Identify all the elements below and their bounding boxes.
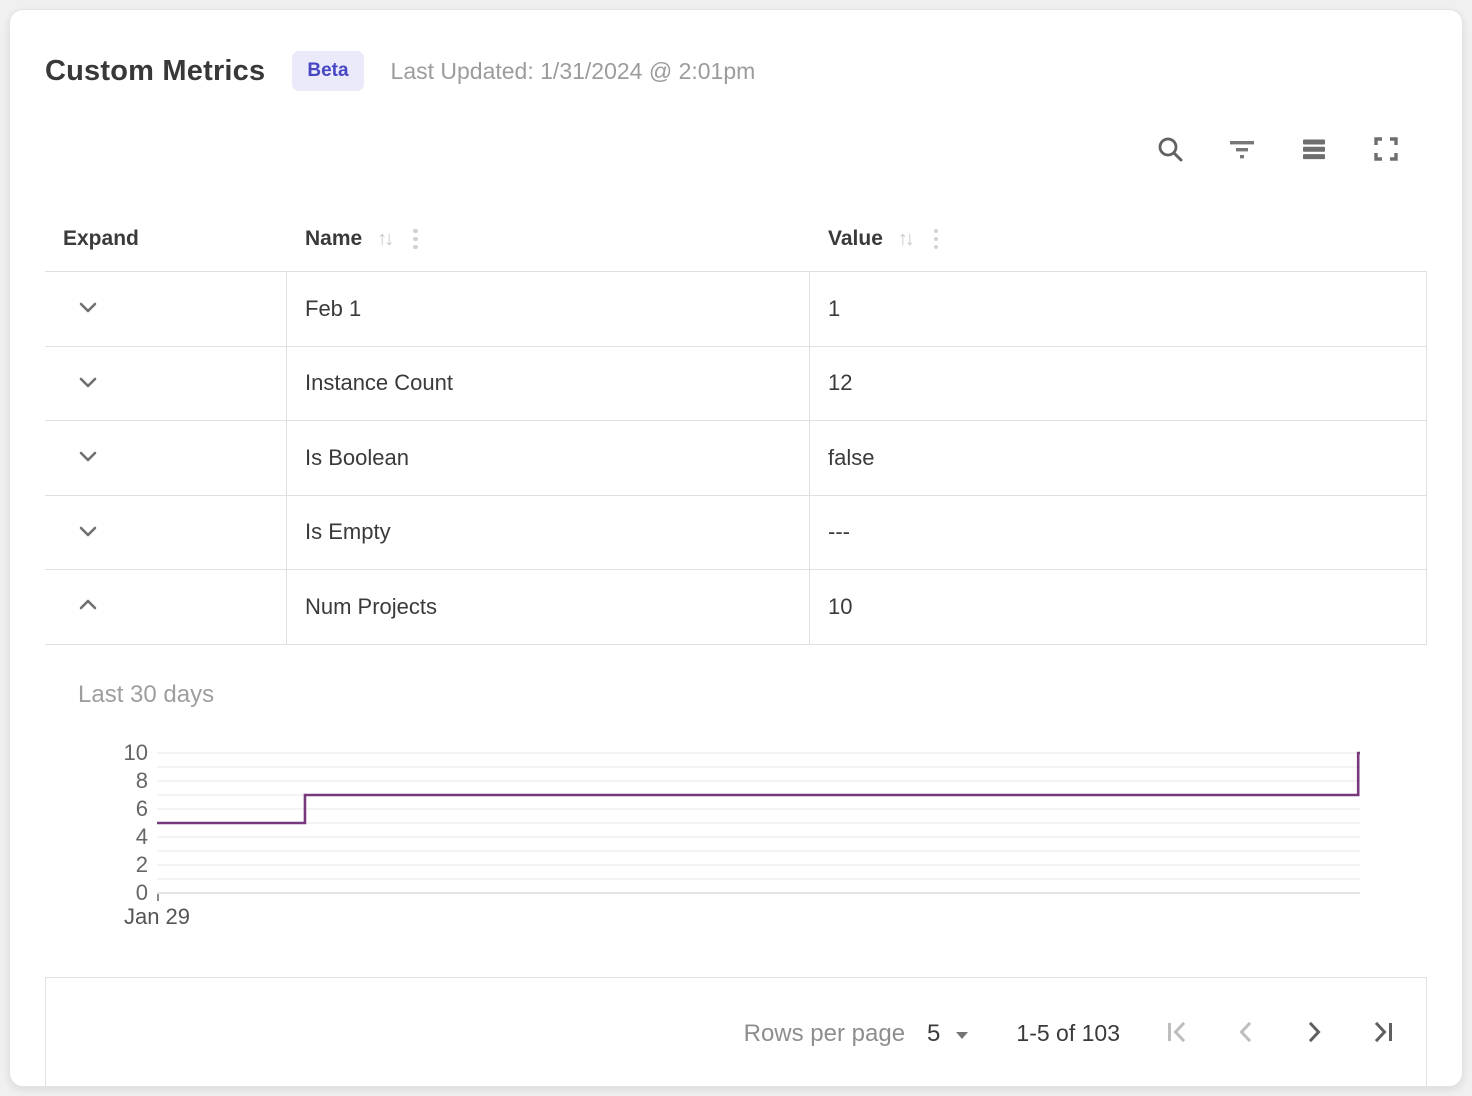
pagination-footer: Rows per page 5 1-5 of 103	[45, 976, 1427, 1086]
search-icon	[1155, 134, 1185, 164]
density-icon	[1299, 134, 1329, 164]
density-button[interactable]	[1299, 134, 1329, 164]
expand-cell	[45, 570, 287, 644]
last-page-button[interactable]	[1368, 1020, 1396, 1048]
chevron-down-icon	[74, 442, 102, 473]
column-label: Expand	[63, 227, 139, 250]
y-tick-label: 10	[123, 739, 148, 765]
fullscreen-icon	[1371, 134, 1401, 164]
x-axis-tick	[157, 893, 159, 901]
expand-cell	[45, 346, 287, 420]
expand-toggle-button[interactable]	[74, 444, 102, 472]
x-axis-label: Jan 29	[123, 903, 191, 929]
expand-toggle-button[interactable]	[74, 518, 102, 546]
next-page-icon	[1300, 1018, 1328, 1049]
value-cell: 1	[810, 272, 1427, 346]
chevron-up-icon	[74, 591, 102, 622]
grid-toolbar	[45, 130, 1427, 168]
sort-icon[interactable]: ↑↓	[377, 227, 394, 250]
value-cell: 12	[810, 346, 1427, 420]
table-row: Is Boolean false	[45, 421, 1427, 496]
column-header-expand: Expand	[45, 207, 287, 271]
expand-toggle-button[interactable]	[74, 295, 102, 323]
page-range-text: 1-5 of 103	[1016, 1020, 1120, 1046]
value-cell: 10	[810, 570, 1427, 644]
y-tick-label: 4	[135, 823, 148, 849]
column-header-value: Value ↑↓	[810, 207, 1427, 271]
y-tick-label: 6	[135, 795, 148, 821]
rows-per-page-label: Rows per page	[743, 1019, 906, 1047]
table-row: Is Empty ---	[45, 495, 1427, 570]
column-menu-icon[interactable]	[930, 225, 943, 254]
first-page-icon	[1164, 1018, 1192, 1049]
chart-title: Last 30 days	[78, 680, 215, 708]
search-button[interactable]	[1155, 134, 1185, 164]
table-row: Num Projects 10	[45, 570, 1427, 645]
chevron-down-icon	[956, 1031, 969, 1039]
last-page-icon	[1368, 1018, 1396, 1049]
column-label: Value	[828, 227, 883, 250]
value-cell: ---	[810, 495, 1427, 569]
table-row: Feb 1 1	[45, 272, 1427, 347]
filter-icon	[1227, 134, 1257, 164]
name-cell: Is Boolean	[287, 421, 810, 495]
next-page-button[interactable]	[1300, 1020, 1328, 1048]
column-header-name: Name ↑↓	[287, 207, 810, 271]
fullscreen-button[interactable]	[1371, 134, 1401, 164]
custom-metrics-card: Custom Metrics Beta Last Updated: 1/31/2…	[9, 9, 1463, 1087]
previous-page-icon	[1232, 1018, 1260, 1049]
y-tick-label: 8	[135, 767, 148, 793]
detail-panel: Last 30 days 0 2 4 6 8 10 Jan 29	[45, 645, 1427, 977]
rows-per-page-value: 5	[927, 1019, 941, 1047]
value-cell: false	[810, 421, 1427, 495]
table-body: Feb 1 1 Instance Count 12 Is Boolean fal…	[45, 272, 1427, 645]
table-row: Instance Count 12	[45, 346, 1427, 421]
beta-badge: Beta	[292, 51, 364, 91]
expand-cell	[45, 421, 287, 495]
filter-button[interactable]	[1227, 134, 1257, 164]
previous-page-button[interactable]	[1232, 1020, 1260, 1048]
expand-toggle-button[interactable]	[74, 369, 102, 397]
chevron-down-icon	[74, 293, 102, 324]
sort-icon[interactable]: ↑↓	[897, 227, 915, 250]
page-header: Custom Metrics Beta Last Updated: 1/31/2…	[45, 48, 1427, 94]
expand-cell	[45, 272, 287, 346]
table-header-row: Expand Name ↑↓ Value ↑↓	[45, 207, 1427, 272]
step-line-chart	[157, 751, 1360, 894]
expand-toggle-button[interactable]	[74, 593, 102, 621]
expand-cell	[45, 495, 287, 569]
y-tick-label: 0	[135, 879, 148, 905]
name-cell: Is Empty	[287, 495, 810, 569]
rows-per-page-select[interactable]: 5	[927, 1019, 969, 1048]
pagination-nav-buttons	[1164, 1020, 1396, 1048]
name-cell: Num Projects	[287, 570, 810, 644]
page-title: Custom Metrics	[45, 54, 266, 87]
column-label: Name	[305, 227, 363, 250]
name-cell: Feb 1	[287, 272, 810, 346]
chevron-down-icon	[74, 517, 102, 548]
last-updated-text: Last Updated: 1/31/2024 @ 2:01pm	[390, 57, 756, 84]
first-page-button[interactable]	[1164, 1020, 1192, 1048]
chevron-down-icon	[74, 368, 102, 399]
name-cell: Instance Count	[287, 346, 810, 420]
column-menu-icon[interactable]	[409, 225, 422, 254]
y-tick-label: 2	[135, 851, 148, 877]
